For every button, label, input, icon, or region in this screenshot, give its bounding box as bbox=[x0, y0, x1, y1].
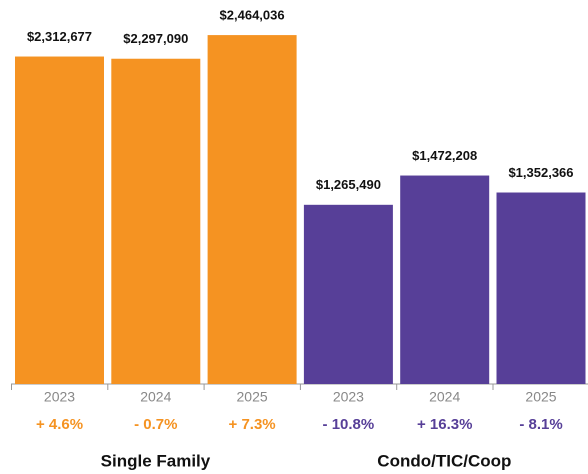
bar bbox=[111, 58, 201, 384]
bar bbox=[15, 56, 104, 385]
change-label: - 0.7% bbox=[134, 416, 177, 433]
value-label: $2,464,036 bbox=[220, 8, 285, 23]
change-label: + 16.3% bbox=[417, 416, 472, 433]
x-tick-label: 2023 bbox=[44, 389, 75, 405]
value-label: $2,297,090 bbox=[123, 31, 188, 46]
bar bbox=[303, 204, 393, 384]
change-label: + 7.3% bbox=[229, 416, 276, 433]
x-tick-label: 2025 bbox=[237, 389, 268, 405]
x-tick-label: 2024 bbox=[140, 389, 171, 405]
x-tick-label: 2023 bbox=[333, 389, 364, 405]
change-label: - 10.8% bbox=[323, 416, 375, 433]
value-label: $1,265,490 bbox=[316, 177, 381, 192]
bar bbox=[400, 175, 490, 384]
bar bbox=[496, 192, 586, 384]
bar bbox=[207, 35, 297, 385]
value-label: $2,312,677 bbox=[27, 29, 92, 44]
x-tick-label: 2024 bbox=[429, 389, 460, 405]
group-label: Condo/TIC/Coop bbox=[377, 451, 511, 470]
value-label: $1,472,208 bbox=[412, 148, 477, 163]
group-label: Single Family bbox=[101, 451, 211, 470]
change-label: - 8.1% bbox=[519, 416, 562, 433]
value-label: $1,352,366 bbox=[508, 165, 573, 180]
change-label: + 4.6% bbox=[36, 416, 83, 433]
x-tick-label: 2025 bbox=[525, 389, 556, 405]
